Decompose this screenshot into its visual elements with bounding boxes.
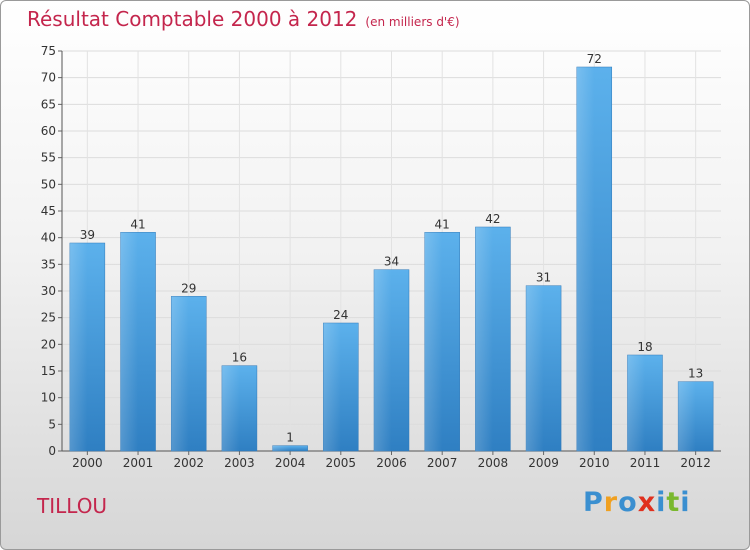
x-tick-label: 2010	[579, 456, 610, 470]
y-tick-label: 10	[41, 391, 56, 405]
y-tick-label: 20	[41, 337, 56, 351]
logo-letter: i	[680, 487, 691, 518]
logo-letter: x	[637, 487, 657, 518]
data-label: 72	[587, 52, 602, 66]
data-label: 34	[384, 255, 399, 269]
y-tick-label: 65	[41, 97, 56, 111]
y-tick-label: 50	[41, 177, 56, 191]
axis-layer: 0 5 10 15 20 25 30 35 40 45 50 55 60 65 70 75	[41, 44, 721, 458]
y-tick-label: 70	[41, 71, 56, 85]
x-tick-label: 2004	[275, 456, 306, 470]
y-tick-label: 35	[41, 257, 56, 271]
bar-highlight	[576, 67, 595, 451]
y-tick-label: 45	[41, 204, 56, 218]
data-label: 29	[181, 281, 196, 295]
bar-layer	[69, 66, 714, 452]
logo-letter: o	[618, 487, 638, 518]
logo-letter: i	[656, 487, 667, 518]
y-tick-label: 25	[41, 311, 56, 325]
chart-title: Résultat Comptable 2000 à 2012 (en millie…	[27, 7, 460, 31]
y-tick-label: 0	[48, 444, 56, 458]
y-tick-label: 15	[41, 364, 56, 378]
label-layer: 2000 39 2001 41 2002 29 2003 16 2004 1 2005 24 2006 3…	[72, 52, 711, 470]
x-tick-label: 2001	[123, 456, 154, 470]
data-label: 41	[130, 217, 145, 231]
bar-highlight	[627, 355, 645, 451]
x-tick-label: 2007	[427, 456, 458, 470]
logo-letter: r	[603, 487, 619, 518]
bar-highlight	[475, 227, 493, 451]
proxiti-logo[interactable]: Proxiti	[583, 487, 691, 518]
logo-letter: t	[666, 487, 681, 518]
data-label: 1	[286, 431, 294, 445]
x-tick-label: 2011	[630, 456, 661, 470]
bar-highlight	[323, 323, 341, 451]
y-tick-label: 75	[41, 44, 56, 58]
y-tick-label: 60	[41, 124, 56, 138]
town-name: TILLOU	[37, 494, 108, 518]
bar-highlight	[221, 365, 240, 451]
data-label: 13	[688, 367, 703, 381]
title-text: Résultat Comptable 2000 à 2012	[27, 7, 358, 31]
data-label: 16	[232, 351, 247, 365]
bar-highlight	[171, 296, 189, 451]
data-label: 18	[637, 340, 652, 354]
data-label: 41	[435, 217, 450, 231]
bar-highlight	[374, 269, 392, 451]
x-tick-label: 2000	[72, 456, 103, 470]
logo-letter: P	[583, 487, 604, 518]
data-label: 42	[485, 212, 500, 226]
data-label: 24	[333, 308, 348, 322]
y-tick-label: 55	[41, 151, 56, 165]
bar-highlight	[120, 232, 139, 451]
x-tick-label: 2005	[326, 456, 357, 470]
bar-highlight	[678, 381, 696, 451]
x-tick-label: 2009	[528, 456, 559, 470]
data-label: 31	[536, 271, 551, 285]
bar-highlight	[526, 285, 544, 451]
y-tick-label: 30	[41, 284, 56, 298]
bar-highlight	[424, 232, 443, 451]
bar-highlight	[69, 243, 88, 451]
x-tick-label: 2003	[224, 456, 255, 470]
x-tick-label: 2002	[173, 456, 204, 470]
y-tick-label: 40	[41, 231, 56, 245]
x-tick-label: 2006	[376, 456, 407, 470]
x-tick-label: 2008	[478, 456, 509, 470]
subtitle-text: (en milliers d'€)	[365, 15, 460, 29]
x-tick-label: 2012	[680, 456, 711, 470]
bar-highlight	[272, 445, 291, 451]
data-label: 39	[80, 228, 95, 242]
y-tick-label: 5	[48, 417, 56, 431]
